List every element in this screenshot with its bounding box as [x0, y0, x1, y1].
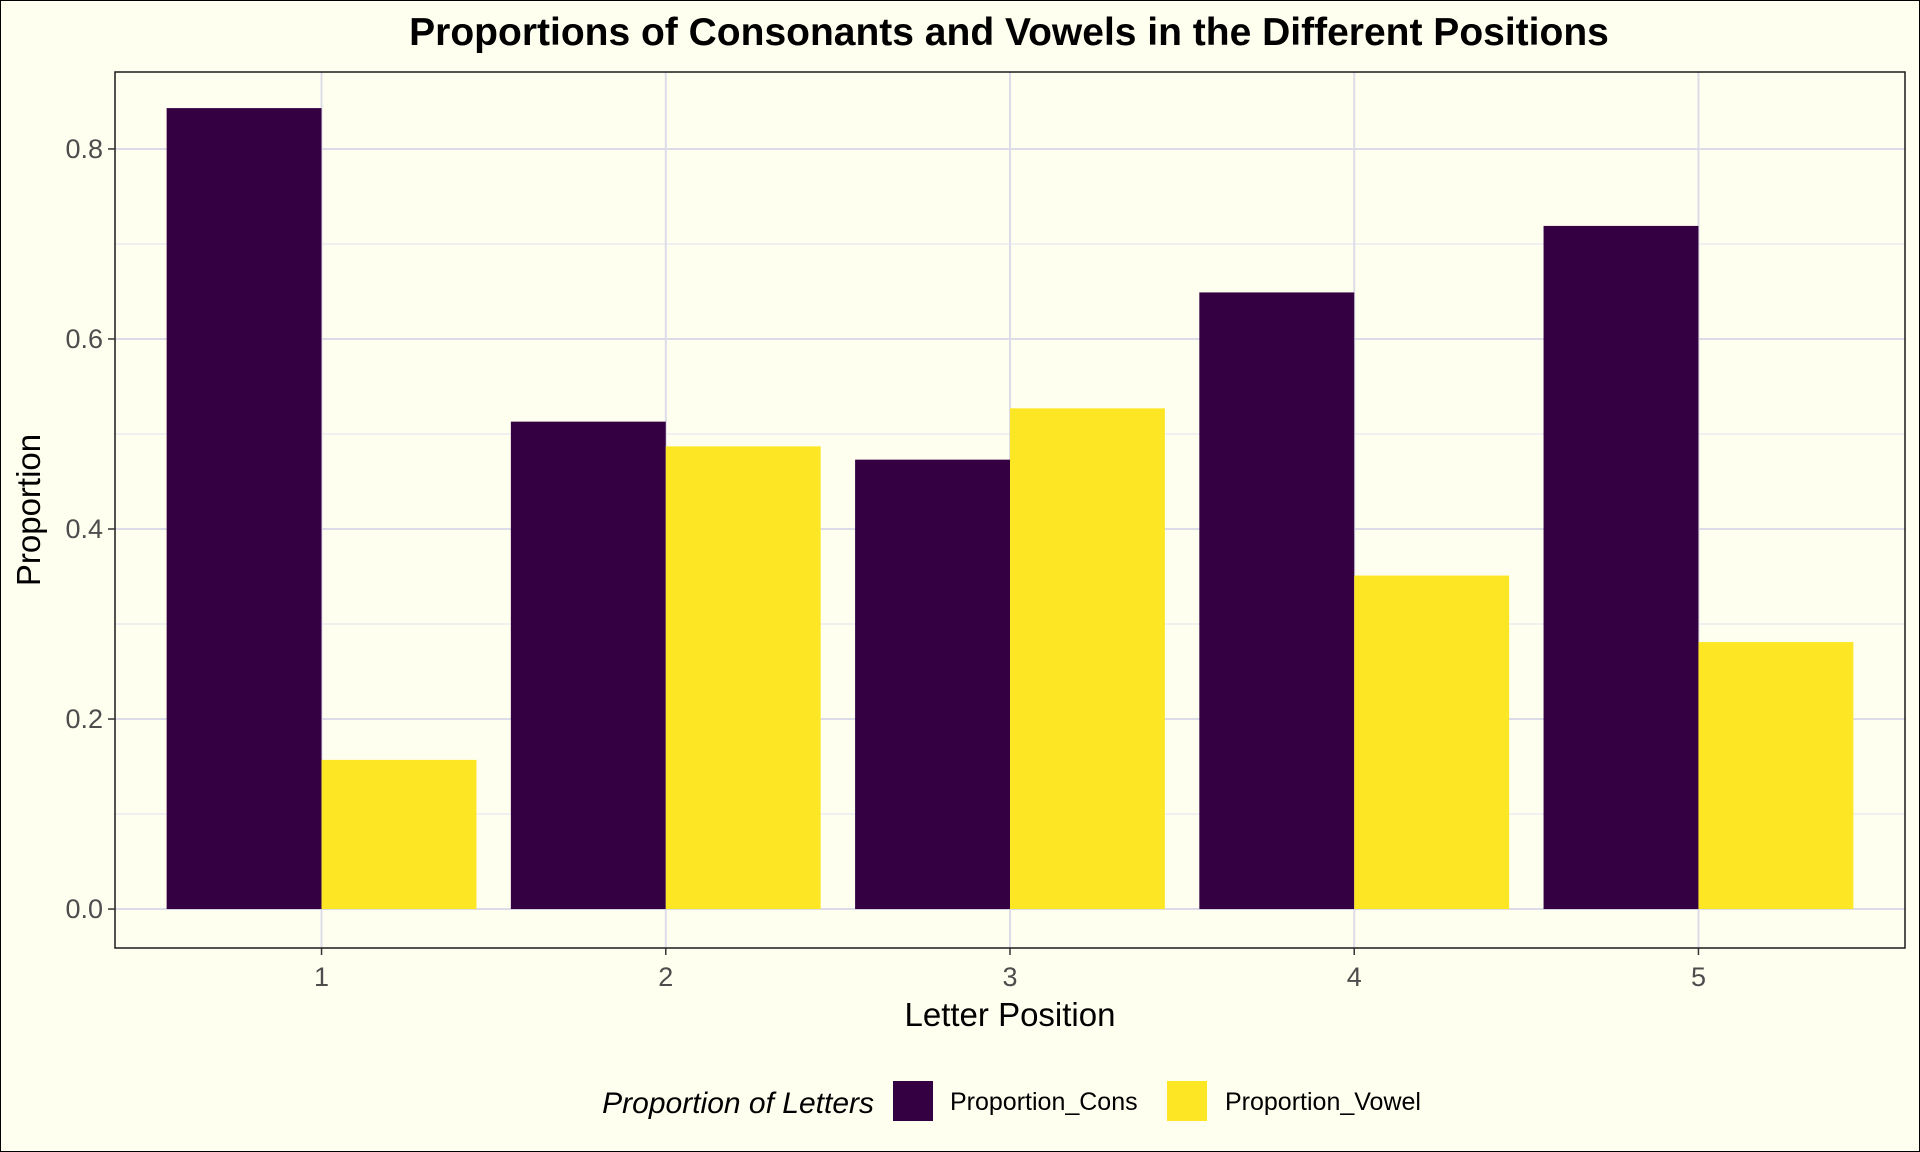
bar-proportion-vowel-pos-5 [1698, 642, 1854, 910]
x-tick-label: 1 [314, 962, 329, 992]
y-tick-label: 0.0 [65, 894, 103, 924]
y-tick-label: 0.6 [65, 324, 103, 354]
x-tick-label: 3 [1002, 962, 1017, 992]
y-tick-label: 0.2 [65, 704, 103, 734]
bars [166, 108, 1854, 910]
bar-proportion-vowel-pos-2 [665, 446, 821, 910]
x-tick-label: 5 [1691, 962, 1706, 992]
bar-proportion-cons-pos-3 [855, 459, 1010, 910]
bar-proportion-cons-pos-1 [166, 108, 322, 910]
chart-title: Proportions of Consonants and Vowels in … [409, 11, 1609, 54]
legend-title: Proportion of Letters [602, 1087, 874, 1120]
legend-label-cons: Proportion_Cons [950, 1088, 1138, 1116]
legend-label-vowel: Proportion_Vowel [1225, 1088, 1421, 1116]
bar-proportion-cons-pos-4 [1199, 292, 1355, 910]
bar-proportion-vowel-pos-1 [321, 759, 477, 910]
x-tick-label: 2 [658, 962, 673, 992]
x-axis-title: Letter Position [905, 996, 1116, 1033]
legend-swatch-cons [893, 1081, 933, 1121]
bar-proportion-cons-pos-5 [1543, 225, 1699, 910]
y-axis-ticks: 0.0 0.2 0.4 0.6 0.8 [65, 134, 115, 924]
bar-proportion-vowel-pos-4 [1354, 575, 1510, 910]
legend-swatch-vowel [1167, 1081, 1207, 1121]
x-tick-label: 4 [1347, 962, 1362, 992]
x-axis-ticks: 1 2 3 4 5 [314, 948, 1706, 992]
y-tick-label: 0.4 [65, 514, 103, 544]
legend: Proportion of Letters Proportion_Cons Pr… [602, 1081, 1421, 1121]
bar-proportion-cons-pos-2 [510, 421, 666, 910]
bar-proportion-vowel-pos-3 [1010, 408, 1165, 910]
y-axis-title: Proportion [10, 434, 47, 586]
y-tick-label: 0.8 [65, 134, 103, 164]
